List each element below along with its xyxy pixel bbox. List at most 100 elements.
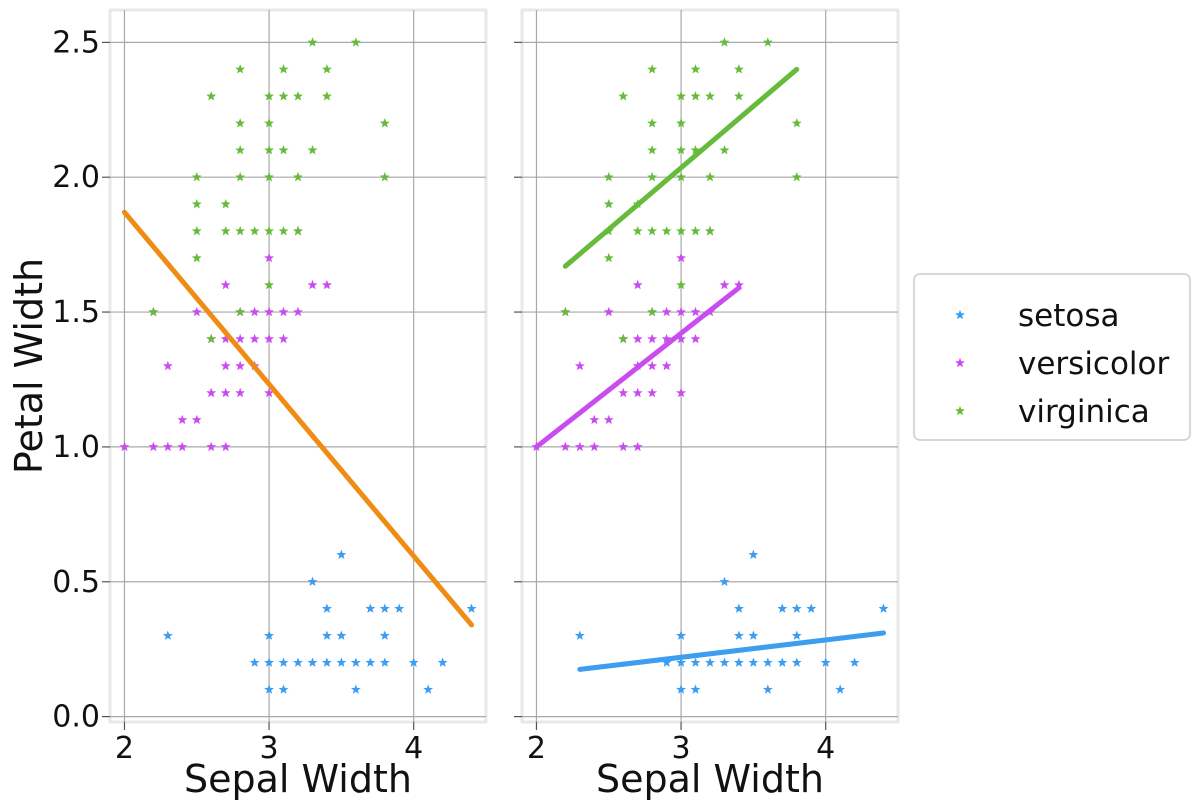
- legend-marker: [955, 405, 965, 416]
- data-point: [734, 64, 744, 74]
- data-point: [264, 252, 274, 263]
- data-point: [235, 226, 246, 236]
- data-point: [307, 657, 318, 667]
- data-point: [264, 118, 274, 128]
- data-point: [705, 226, 715, 236]
- x-tick-label: 2: [115, 731, 134, 766]
- series-setosa: [162, 549, 477, 694]
- data-point: [220, 333, 231, 344]
- data-point: [278, 306, 289, 317]
- data-point: [661, 657, 672, 667]
- data-point: [322, 64, 332, 74]
- data-point: [162, 441, 173, 452]
- data-point: [278, 684, 289, 694]
- regression-line: [533, 285, 742, 450]
- data-point: [603, 172, 614, 182]
- data-point: [618, 387, 629, 398]
- data-point: [762, 684, 773, 694]
- data-point: [177, 414, 188, 425]
- data-point: [661, 226, 672, 236]
- data-point: [647, 172, 658, 182]
- data-point: [307, 37, 318, 47]
- data-point: [632, 226, 643, 236]
- data-point: [307, 145, 318, 155]
- data-point: [322, 630, 332, 640]
- data-point: [336, 549, 347, 559]
- legend-marker: [955, 357, 965, 368]
- legend-label: virginica: [1018, 394, 1150, 430]
- data-point: [719, 37, 730, 47]
- data-point: [119, 441, 130, 452]
- data-point: [719, 576, 730, 586]
- data-point: [661, 333, 672, 344]
- data-point: [322, 279, 332, 290]
- plot-area: [108, 8, 488, 724]
- data-point: [278, 64, 289, 74]
- data-point: [191, 252, 202, 263]
- data-point: [791, 603, 802, 613]
- data-point: [603, 199, 614, 209]
- data-point: [647, 145, 658, 155]
- legend: setosa versicolor virginica: [913, 273, 1191, 441]
- data-point: [632, 279, 643, 290]
- data-point: [734, 657, 744, 667]
- y-tick-label: 1.5: [52, 295, 100, 330]
- data-point: [791, 172, 802, 182]
- data-point: [574, 360, 585, 371]
- x-tick-label: 3: [260, 731, 279, 766]
- data-point: [618, 333, 629, 344]
- data-point: [264, 657, 274, 667]
- data-point: [264, 387, 274, 398]
- y-tick-label: 2.0: [52, 160, 100, 195]
- data-point: [394, 603, 405, 613]
- legend-label: versicolor: [1018, 346, 1170, 382]
- data-point: [293, 657, 303, 667]
- data-point: [719, 657, 730, 667]
- data-point: [820, 657, 831, 667]
- data-point: [647, 333, 658, 344]
- data-point: [676, 252, 686, 263]
- legend-box: [913, 273, 1191, 441]
- data-point: [235, 333, 246, 344]
- data-point: [148, 441, 159, 452]
- data-point: [618, 441, 629, 452]
- data-point: [690, 226, 701, 236]
- data-point: [676, 306, 686, 317]
- series-virginica: [148, 37, 390, 344]
- data-point: [235, 172, 246, 182]
- x-axis-label: Sepal Width: [596, 757, 824, 801]
- data-point: [307, 576, 318, 586]
- data-point: [148, 306, 159, 317]
- data-point: [676, 387, 686, 398]
- data-point: [676, 226, 686, 236]
- data-point: [336, 657, 347, 667]
- data-point: [748, 630, 759, 640]
- data-point: [791, 657, 802, 667]
- data-point: [647, 360, 658, 371]
- data-point: [647, 226, 658, 236]
- data-point: [220, 279, 231, 290]
- y-tick-label: 0.0: [52, 700, 100, 735]
- data-point: [603, 306, 614, 317]
- data-point: [632, 441, 643, 452]
- data-point: [278, 145, 289, 155]
- data-point: [206, 387, 217, 398]
- data-point: [466, 603, 477, 613]
- data-point: [249, 306, 260, 317]
- data-point: [191, 306, 202, 317]
- data-point: [560, 306, 571, 317]
- data-point: [762, 37, 773, 47]
- data-point: [560, 441, 571, 452]
- x-tick-label: 2: [527, 731, 546, 766]
- data-point: [206, 91, 217, 101]
- x-axis-label: Sepal Width: [184, 757, 412, 801]
- data-point: [191, 414, 202, 425]
- data-point: [777, 657, 788, 667]
- data-point: [647, 64, 658, 74]
- data-point: [350, 657, 361, 667]
- data-point: [719, 145, 730, 155]
- data-point: [264, 91, 274, 101]
- data-point: [264, 333, 274, 344]
- data-point: [264, 145, 274, 155]
